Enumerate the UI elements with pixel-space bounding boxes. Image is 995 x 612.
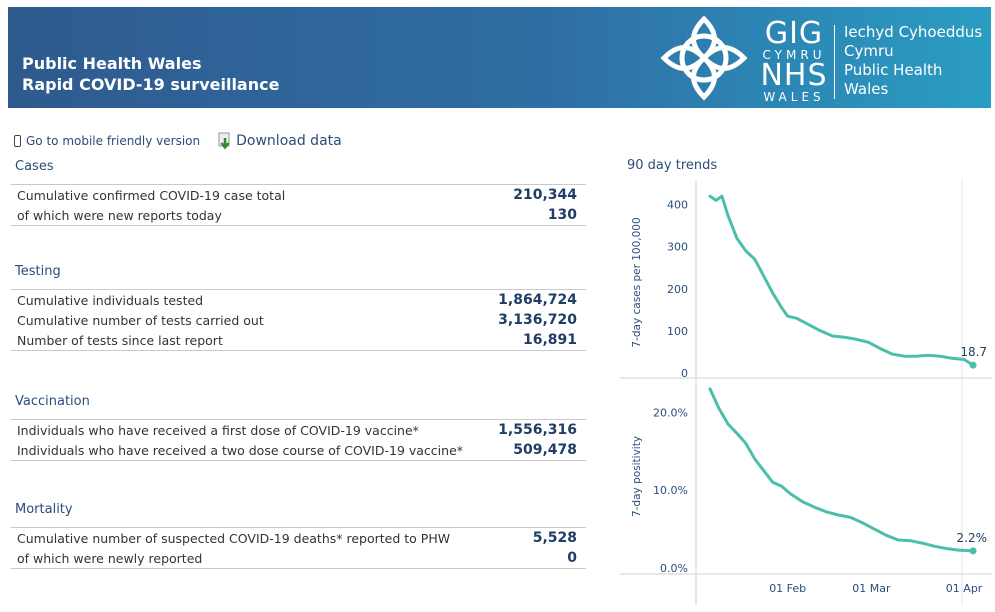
- logo-name-line-3: Public Health: [844, 61, 943, 79]
- table-row: Cumulative number of suspected COVID-19 …: [11, 528, 586, 548]
- table-row: of which were new reports today 130: [11, 205, 586, 225]
- top-links: Go to mobile friendly version Download d…: [14, 132, 342, 150]
- gig-nhs-logo: GIG CYMRU NHS WALES: [760, 16, 828, 104]
- table-row: Cumulative confirmed COVID-19 case total…: [11, 185, 586, 205]
- row-value: 16,891: [522, 332, 577, 348]
- logo-cymru-text: CYMRU: [762, 48, 826, 62]
- mobile-version-link[interactable]: Go to mobile friendly version: [14, 134, 200, 148]
- x-tick-label: 01 Apr: [946, 582, 983, 595]
- testing-table: Cumulative individuals tested 1,864,724 …: [11, 289, 586, 351]
- logo-org-name: Iechyd Cyhoeddus Cymru Public Health Wal…: [844, 23, 982, 99]
- table-row: Individuals who have received a two dose…: [11, 440, 586, 460]
- celtic-knot-logo-icon: [660, 15, 748, 101]
- logo-wales-text: WALES: [763, 90, 825, 104]
- y-tick-label: 10.0%: [653, 484, 688, 497]
- table-row: Individuals who have received a first do…: [11, 420, 586, 440]
- y-axis-label: 7-day positivity: [631, 436, 643, 517]
- phone-icon: [14, 135, 21, 147]
- row-label: Cumulative number of suspected COVID-19 …: [17, 531, 451, 546]
- title-line-1: Public Health Wales: [22, 54, 202, 73]
- end-value-label: 2.2%: [957, 531, 988, 545]
- logo-divider: [834, 25, 835, 99]
- y-tick-label: 200: [667, 283, 688, 296]
- table-row: of which were newly reported 0: [11, 548, 586, 568]
- trends-chart: 0 100 200 300 400 7-day cases per 100,000 18.7…: [620, 180, 992, 605]
- row-label: Individuals who have received a two dose…: [17, 443, 464, 458]
- row-label: Individuals who have received a first do…: [17, 423, 419, 438]
- testing-section-title: Testing: [15, 264, 61, 279]
- row-label: of which were new reports today: [17, 208, 222, 223]
- y-tick-label: 400: [667, 199, 688, 212]
- download-icon: [218, 132, 230, 150]
- table-row: Cumulative number of tests carried out 3…: [11, 310, 586, 330]
- series-line: [708, 387, 975, 553]
- title-line-2: Rapid COVID-19 surveillance: [22, 75, 280, 94]
- logo-name-line-4: Wales: [844, 80, 889, 98]
- vaccination-table: Individuals who have received a first do…: [11, 419, 586, 461]
- logo-gig-text: GIG: [764, 16, 824, 51]
- table-row: Number of tests since last report 16,891: [11, 330, 586, 350]
- trends-title: 90 day trends: [627, 158, 718, 173]
- mobile-link-label: Go to mobile friendly version: [26, 134, 201, 148]
- table-row: Cumulative individuals tested 1,864,724: [11, 290, 586, 310]
- download-link-label: Download data: [236, 133, 342, 149]
- logo-name-line-1: Iechyd Cyhoeddus: [844, 23, 983, 41]
- y-tick-label: 300: [667, 241, 688, 254]
- y-tick-label: 0: [681, 367, 688, 380]
- series-line: [708, 194, 975, 367]
- row-label: Number of tests since last report: [17, 333, 223, 348]
- row-value: 210,344: [513, 187, 577, 203]
- end-point: [969, 547, 977, 555]
- row-value: 509,478: [513, 442, 577, 458]
- x-tick-label: 01 Mar: [852, 582, 891, 595]
- y-tick-label: 0.0%: [660, 562, 688, 575]
- logo-name-line-2: Cymru: [844, 42, 894, 60]
- row-label: Cumulative confirmed COVID-19 case total: [17, 188, 286, 203]
- x-tick-label: 01 Feb: [769, 582, 806, 595]
- row-label: Cumulative individuals tested: [17, 293, 204, 308]
- cases-table: Cumulative confirmed COVID-19 case total…: [11, 184, 586, 226]
- end-point: [969, 361, 977, 369]
- row-label: of which were newly reported: [17, 551, 203, 566]
- y-tick-label: 100: [667, 325, 688, 338]
- row-value: 3,136,720: [498, 312, 577, 328]
- mortality-section-title: Mortality: [15, 502, 73, 517]
- vaccination-section-title: Vaccination: [15, 394, 90, 409]
- row-value: 130: [547, 207, 577, 223]
- row-value: 1,556,316: [498, 422, 577, 438]
- row-label: Cumulative number of tests carried out: [17, 313, 264, 328]
- y-axis-label: 7-day cases per 100,000: [631, 217, 643, 347]
- page-header: Public Health Wales Rapid COVID-19 surve…: [8, 7, 991, 108]
- page-title: Public Health Wales Rapid COVID-19 surve…: [22, 53, 279, 95]
- download-data-link[interactable]: Download data: [200, 132, 342, 150]
- row-value: 1,864,724: [498, 292, 577, 308]
- mortality-table: Cumulative number of suspected COVID-19 …: [11, 527, 586, 569]
- row-value: 5,528: [532, 530, 577, 546]
- logo-nhs-text: NHS: [760, 58, 828, 93]
- end-value-label: 18.7: [960, 345, 987, 359]
- y-tick-label: 20.0%: [653, 406, 688, 419]
- row-value: 0: [567, 550, 577, 566]
- cases-section-title: Cases: [15, 159, 54, 174]
